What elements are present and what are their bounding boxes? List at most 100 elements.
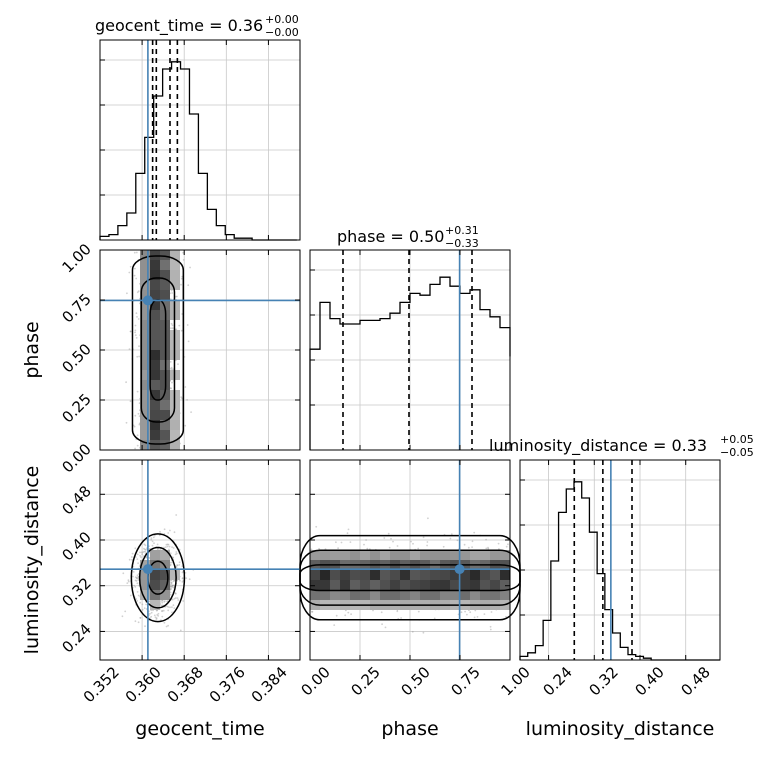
title-plus: +0.31 (445, 224, 479, 237)
sample-point (388, 546, 391, 549)
sample-point (347, 528, 350, 531)
x-tick-label: 0.24 (539, 663, 575, 699)
sample-point (157, 612, 160, 615)
sample-point (187, 340, 190, 343)
sample-point (144, 548, 146, 551)
sample-point (134, 447, 137, 450)
density-cell (400, 590, 410, 600)
density-cell (390, 550, 400, 560)
title-plus: +0.05 (720, 433, 754, 446)
density-cell (500, 580, 510, 590)
density-cell (140, 440, 150, 450)
density-cell (430, 590, 440, 600)
sample-point (128, 348, 131, 350)
density-cell (360, 570, 370, 580)
density-cell (410, 550, 420, 560)
sample-point (170, 366, 173, 369)
sample-point (153, 534, 156, 537)
sample-point (176, 564, 179, 567)
density-cell (170, 280, 180, 290)
sample-point (134, 324, 137, 327)
sample-point (460, 611, 463, 614)
density-cell (140, 560, 150, 570)
sample-point (129, 594, 132, 597)
sample-point (143, 547, 145, 550)
density-cell (150, 600, 160, 610)
sample-point (134, 334, 137, 337)
density-cell (490, 550, 500, 560)
sample-point (476, 616, 479, 618)
density-cell (140, 320, 150, 330)
sample-point (363, 543, 365, 546)
sample-point (174, 592, 177, 595)
sample-point (138, 355, 141, 358)
sample-point (133, 251, 136, 254)
sample-point (178, 564, 181, 566)
y-axis-label-phase: phase (21, 321, 43, 378)
frames-layer (99, 39, 721, 661)
sample-point (155, 617, 158, 619)
density-cell (440, 580, 450, 590)
density-cell (330, 550, 340, 560)
density-cell (460, 590, 470, 600)
sample-point (161, 610, 164, 612)
sample-point (134, 547, 137, 550)
sample-point (170, 327, 172, 330)
sample-point (140, 551, 143, 554)
density-cell (150, 260, 160, 270)
sample-point (167, 532, 170, 534)
sample-point (132, 575, 134, 578)
sample-point (136, 582, 139, 585)
sample-point (311, 610, 314, 613)
sample-point (169, 606, 171, 609)
sample-point (181, 581, 184, 583)
sample-point (145, 556, 148, 559)
sample-point (427, 517, 429, 520)
truth-point (142, 295, 153, 306)
sample-point (144, 625, 146, 628)
sample-point (169, 585, 172, 588)
sample-point (131, 558, 133, 561)
sample-point (490, 611, 493, 613)
sample-point (161, 599, 164, 602)
density-layer (121, 250, 521, 634)
density-cell (170, 420, 180, 430)
x-tick-label: 0.352 (80, 663, 123, 706)
density-cell (150, 310, 160, 320)
sample-point (170, 387, 172, 390)
sample-point (433, 617, 436, 620)
density-cell (350, 570, 360, 580)
sample-point (178, 561, 181, 564)
density-cell (140, 360, 150, 370)
sample-point (172, 547, 175, 549)
x-tick-label: 0.50 (397, 663, 433, 699)
density-cell (340, 550, 350, 560)
density-cell (140, 350, 150, 360)
sample-point (169, 591, 172, 594)
density-cell (380, 580, 390, 590)
density-cell (450, 590, 460, 600)
sample-point (131, 552, 134, 555)
sample-point (177, 363, 179, 365)
sample-point (150, 611, 153, 614)
density-cell (140, 300, 150, 310)
sample-point (172, 368, 174, 371)
sample-point (135, 598, 138, 600)
density-cell (150, 290, 160, 300)
density-cell (380, 550, 390, 560)
sample-point (169, 593, 172, 596)
sample-point (170, 322, 173, 325)
y-tick-label: 0.75 (58, 290, 94, 326)
sample-point (483, 613, 486, 615)
sample-point (507, 543, 509, 546)
sample-point (383, 537, 386, 539)
sample-point (138, 423, 141, 426)
sample-point (129, 265, 132, 268)
density-cell (330, 580, 340, 590)
sample-point (169, 580, 172, 582)
title-minus: −0.05 (720, 446, 754, 459)
density-cell (150, 430, 160, 440)
sample-point (449, 537, 452, 540)
density-cell (330, 570, 340, 580)
sample-point (155, 618, 158, 620)
